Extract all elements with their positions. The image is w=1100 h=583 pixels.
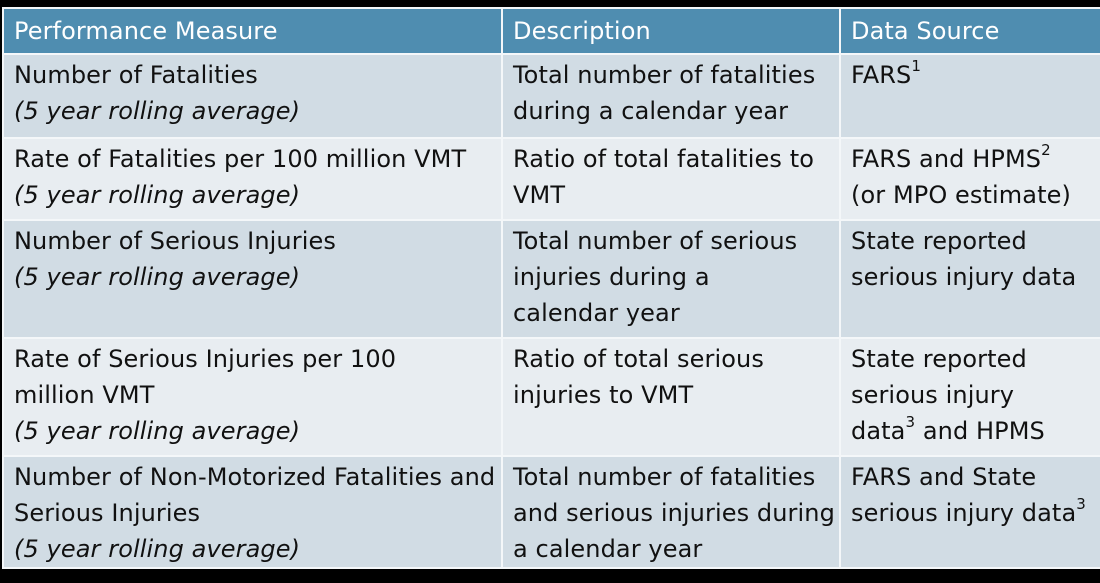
description-cell: Ratio of total fatalities to VMT — [501, 137, 841, 221]
description-text: VMT — [513, 181, 566, 209]
source-text: serious injury data — [851, 263, 1077, 291]
measure-note: (5 year rolling average) — [14, 181, 301, 209]
measure-text: Number of Non-Motorized Fatalities and — [14, 463, 496, 491]
description-text: Total number of fatalities — [513, 61, 816, 89]
description-text: Ratio of total fatalities to — [513, 145, 814, 173]
source-cell: State reported serious injury data — [839, 219, 1100, 339]
description-cell: Total number of fatalities during a cale… — [501, 53, 841, 139]
description-text: and serious injuries during — [513, 499, 835, 527]
source-label: and HPMS — [915, 417, 1045, 445]
measure-note: (5 year rolling average) — [14, 97, 301, 125]
measure-note: (5 year rolling average) — [14, 417, 301, 445]
footnote-marker: 2 — [1041, 141, 1051, 159]
source-label: FARS — [851, 61, 912, 89]
measure-cell: Number of Fatalities (5 year rolling ave… — [2, 53, 503, 139]
source-label: serious injury data — [851, 499, 1077, 527]
measure-text: Number of Fatalities — [14, 61, 258, 89]
measure-cell: Number of Non-Motorized Fatalities and S… — [2, 455, 503, 569]
performance-measures-table: Performance Measure Description Data Sou… — [2, 7, 1100, 569]
source-cell: FARS and HPMS2 (or MPO estimate) — [839, 137, 1100, 221]
description-text: calendar year — [513, 299, 680, 327]
source-text: serious injury data3 — [851, 495, 1100, 531]
table-row: Rate of Serious Injuries per 100 million… — [2, 337, 1100, 457]
description-text: injuries during a — [513, 263, 710, 291]
footnote-marker: 3 — [905, 413, 916, 431]
source-text: data3 and HPMS — [851, 413, 1100, 449]
measure-text: Serious Injuries — [14, 499, 201, 527]
measure-text: Rate of Fatalities per 100 million VMT — [14, 145, 467, 173]
source-text: FARS1 — [851, 57, 1100, 93]
source-cell: State reported serious injury data3 and … — [839, 337, 1100, 457]
table-row: Rate of Fatalities per 100 million VMT (… — [2, 137, 1100, 221]
source-text: State reported — [851, 345, 1027, 373]
description-text: during a calendar year — [513, 97, 789, 125]
measure-cell: Rate of Fatalities per 100 million VMT (… — [2, 137, 503, 221]
measure-text: million VMT — [14, 381, 155, 409]
header-description: Description — [501, 7, 841, 55]
source-text: (or MPO estimate) — [851, 181, 1071, 209]
measure-note: (5 year rolling average) — [14, 263, 301, 291]
source-text: serious injury — [851, 381, 1015, 409]
footnote-marker: 1 — [911, 57, 921, 75]
measure-text: Number of Serious Injuries — [14, 227, 336, 255]
table-row: Number of Non-Motorized Fatalities and S… — [2, 455, 1100, 569]
description-cell: Total number of serious injuries during … — [501, 219, 841, 339]
description-text: a calendar year — [513, 535, 703, 563]
description-cell: Total number of fatalities and serious i… — [501, 455, 841, 569]
source-text: State reported — [851, 227, 1027, 255]
description-text: Total number of fatalities — [513, 463, 816, 491]
source-cell: FARS1 — [839, 53, 1100, 139]
source-label: data — [851, 417, 906, 445]
source-cell: FARS and State serious injury data3 — [839, 455, 1100, 569]
measure-cell: Number of Serious Injuries (5 year rolli… — [2, 219, 503, 339]
measure-text: Rate of Serious Injuries per 100 — [14, 345, 397, 373]
description-text: injuries to VMT — [513, 381, 694, 409]
source-text: FARS and State — [851, 463, 1037, 491]
header-data-source: Data Source — [839, 7, 1100, 55]
description-text: Ratio of total serious — [513, 345, 764, 373]
description-cell: Ratio of total serious injuries to VMT — [501, 337, 841, 457]
table-row: Number of Serious Injuries (5 year rolli… — [2, 219, 1100, 339]
footnote-marker: 3 — [1076, 495, 1086, 513]
source-label: FARS and HPMS — [851, 145, 1042, 173]
description-text: Total number of serious — [513, 227, 798, 255]
header-performance-measure: Performance Measure — [2, 7, 503, 55]
header-row: Performance Measure Description Data Sou… — [2, 7, 1100, 55]
measure-note: (5 year rolling average) — [14, 535, 301, 563]
measure-cell: Rate of Serious Injuries per 100 million… — [2, 337, 503, 457]
source-text: FARS and HPMS2 — [851, 141, 1100, 177]
table-row: Number of Fatalities (5 year rolling ave… — [2, 53, 1100, 139]
